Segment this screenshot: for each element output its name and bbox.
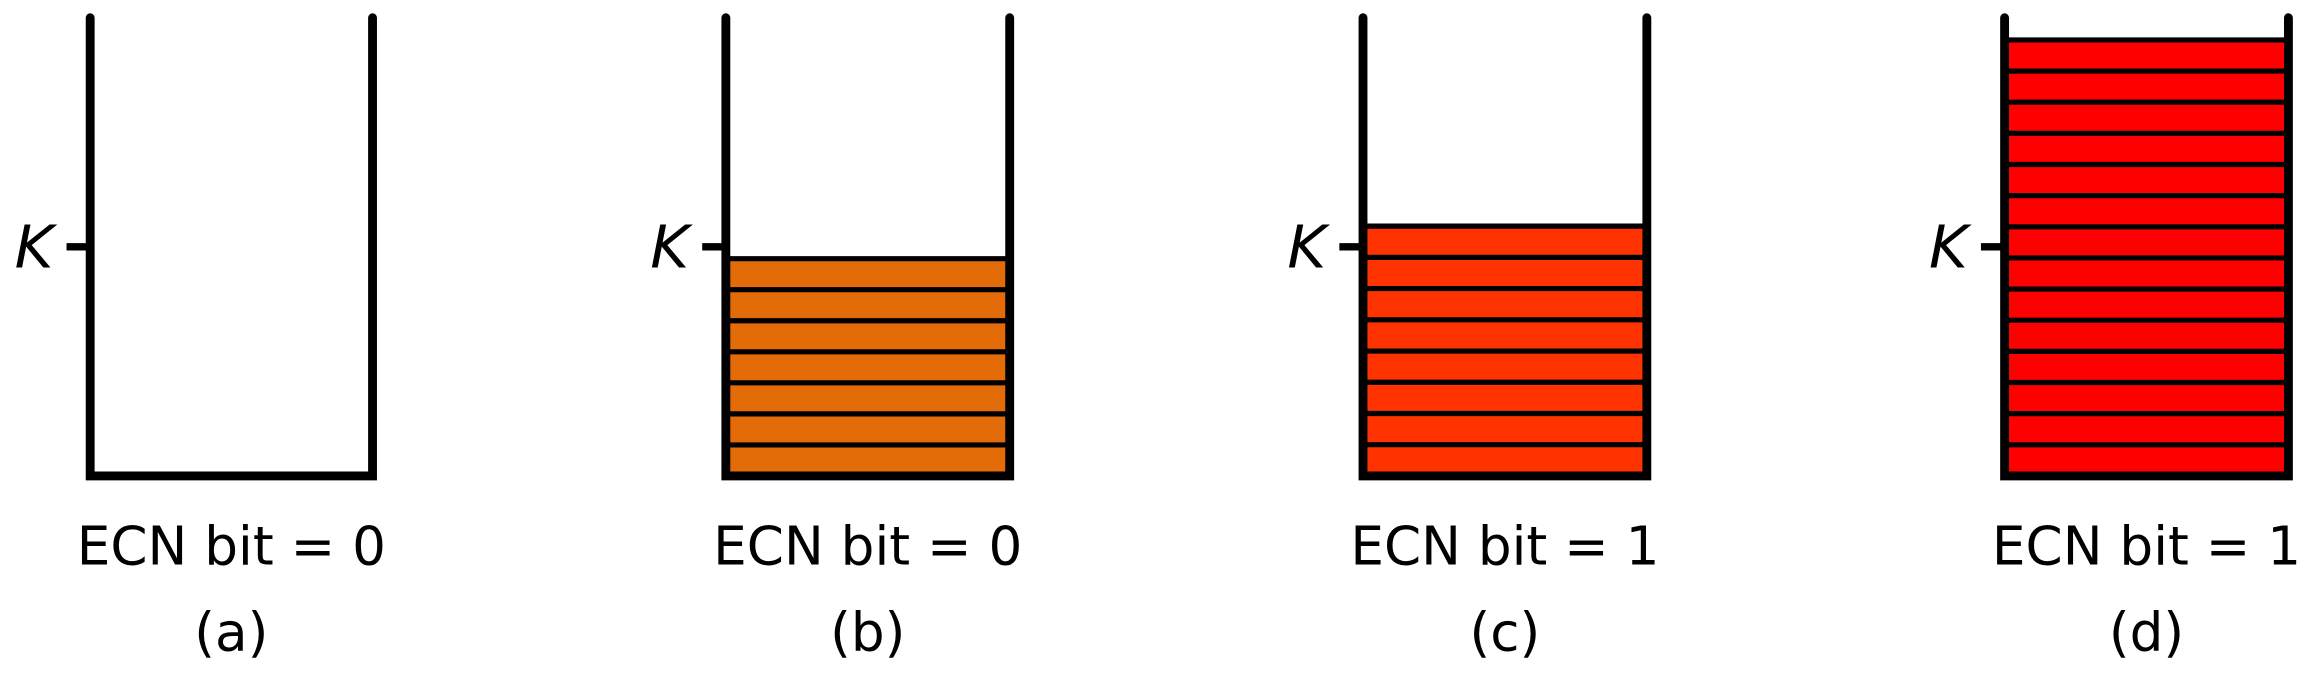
ecn-label: ECN bit = 1: [1992, 516, 2301, 578]
queue-outline: [85, 13, 377, 481]
ecn-label: ECN bit = 1: [1350, 516, 1659, 578]
ecn-label: ECN bit = 0: [77, 516, 386, 578]
panel-caption: (b): [830, 601, 905, 663]
queue-panel: K ECN bit = 0 (a): [15, 13, 386, 663]
threshold-label: K: [1929, 213, 1972, 282]
threshold-label: K: [15, 213, 58, 282]
queue-panel: K ECN bit = 1 (c): [1287, 13, 1660, 663]
queue-panel: K ECN bit = 1 (d): [1929, 13, 2301, 663]
threshold-label: K: [650, 213, 693, 282]
queue-panel: K ECN bit = 0 (b): [650, 13, 1022, 663]
panel-caption: (d): [2109, 601, 2184, 663]
threshold-label: K: [1287, 213, 1330, 282]
queue-fill: [725, 258, 1010, 476]
panel-caption: (c): [1470, 601, 1541, 663]
ecn-label: ECN bit = 0: [713, 516, 1022, 578]
panel-caption: (a): [194, 601, 268, 663]
